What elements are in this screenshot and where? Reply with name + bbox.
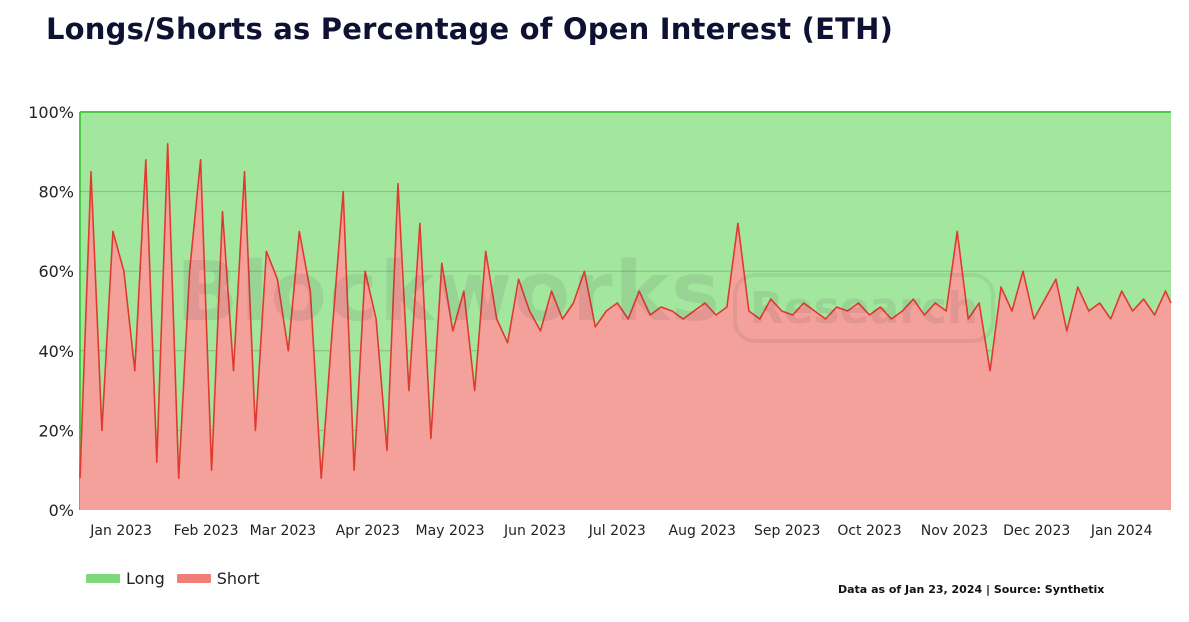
legend-swatch-short	[176, 574, 211, 583]
legend-label-long: Long	[126, 569, 165, 588]
x-tick-label-4: May 2023	[416, 523, 485, 539]
x-tick-label-8: Sep 2023	[754, 523, 820, 539]
x-tick-label-7: Aug 2023	[669, 523, 736, 539]
x-tick-label-11: Dec 2023	[1003, 523, 1070, 539]
legend-swatch-long	[86, 574, 120, 583]
short-boundary-line	[79, 143, 1172, 480]
y-tick-label-0: 0%	[49, 501, 74, 520]
y-tick-label-1: 20%	[38, 421, 74, 440]
y-tick-label-5: 100%	[28, 103, 74, 122]
x-tick-label-12: Jan 2024	[1090, 523, 1153, 539]
x-tick-label-10: Nov 2023	[921, 523, 988, 539]
x-tick-label-5: Jun 2023	[503, 523, 566, 539]
chart-title: Longs/Shorts as Percentage of Open Inter…	[46, 12, 894, 46]
legend-label-short: Short	[216, 569, 260, 588]
y-tick-label-3: 60%	[38, 262, 74, 281]
short-area	[80, 143, 1171, 511]
x-tick-label-6: Jul 2023	[588, 523, 646, 539]
x-tick-label-2: Mar 2023	[250, 523, 317, 539]
legend-item-short[interactable]: Short	[176, 569, 260, 588]
y-tick-label-2: 40%	[38, 342, 74, 361]
legend: Long Short	[86, 569, 272, 588]
source-note: Data as of Jan 23, 2024 | Source: Synthe…	[838, 583, 1105, 596]
watermark-blockworks: Blockworks	[176, 245, 722, 340]
x-tick-label-3: Apr 2023	[336, 523, 400, 539]
legend-item-long[interactable]: Long	[86, 569, 165, 588]
x-tick-label-0: Jan 2023	[89, 523, 152, 539]
y-tick-label-4: 80%	[38, 183, 74, 202]
x-tick-label-9: Oct 2023	[837, 523, 901, 539]
watermark-research: Research	[733, 273, 995, 343]
x-tick-label-1: Feb 2023	[174, 523, 239, 539]
